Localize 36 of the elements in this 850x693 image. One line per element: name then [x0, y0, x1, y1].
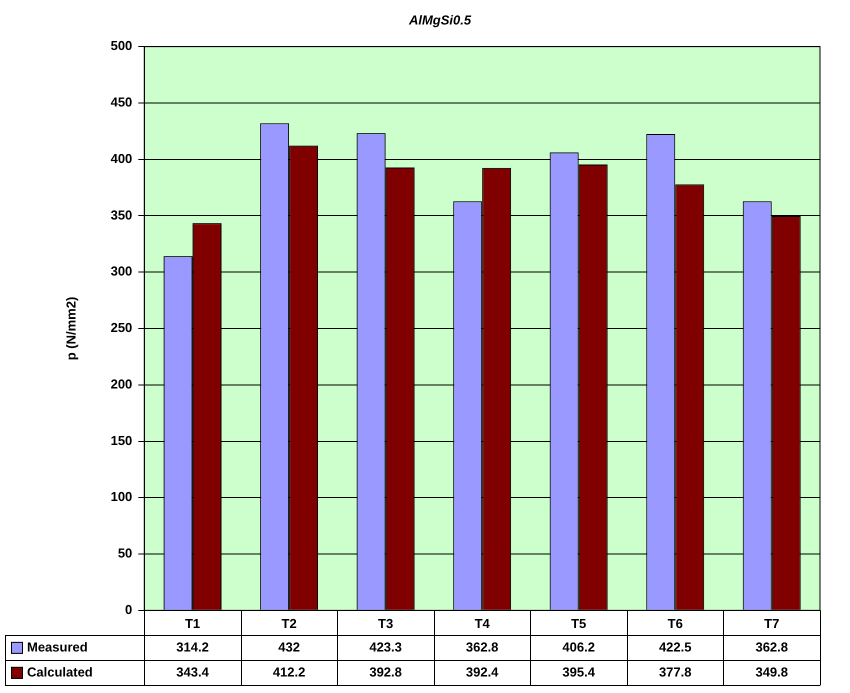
y-tick-label: 200 — [110, 376, 132, 392]
legend-label: Calculated — [27, 664, 93, 680]
data-label: 314.2 — [176, 639, 209, 654]
data-label: 406.2 — [562, 639, 595, 654]
data-label: 362.8 — [755, 639, 788, 654]
x-tick-label: T2 — [282, 616, 297, 631]
x-tick-label: T1 — [184, 616, 200, 631]
chart-title: AlMgSi0.5 — [408, 12, 472, 28]
data-label: 432 — [278, 639, 300, 654]
y-tick-label: 250 — [110, 320, 132, 336]
y-tick-label: 450 — [110, 94, 132, 110]
y-tick-label: 50 — [118, 546, 132, 561]
data-label: 395.4 — [562, 664, 596, 680]
x-tick-label: T3 — [378, 616, 394, 631]
data-label: 343.4 — [176, 664, 210, 680]
data-label: 422.5 — [658, 639, 692, 654]
y-tick-label: 300 — [110, 264, 132, 279]
y-tick-label: 100 — [110, 489, 132, 504]
legend-label: Measured — [27, 639, 88, 654]
y-tick-label: 0 — [125, 602, 132, 617]
data-label: 377.8 — [658, 664, 692, 680]
y-tick-label: 350 — [110, 207, 132, 222]
data-label: 349.8 — [755, 664, 788, 680]
y-tick-label: 150 — [110, 432, 132, 448]
x-tick-label: T4 — [474, 616, 490, 631]
y-axis-title: p (N/mm2) — [63, 296, 78, 360]
x-tick-label: T7 — [764, 616, 780, 631]
x-tick-label: T6 — [668, 616, 683, 631]
data-label: 392.4 — [466, 664, 500, 680]
data-label: 412.2 — [272, 664, 306, 680]
data-label: 392.8 — [369, 664, 402, 680]
data-label: 362.8 — [466, 639, 498, 654]
y-tick-label: 500 — [110, 38, 132, 54]
x-tick-label: T5 — [571, 616, 586, 631]
data-label: 423.3 — [369, 639, 402, 654]
y-tick-label: 400 — [110, 150, 132, 166]
